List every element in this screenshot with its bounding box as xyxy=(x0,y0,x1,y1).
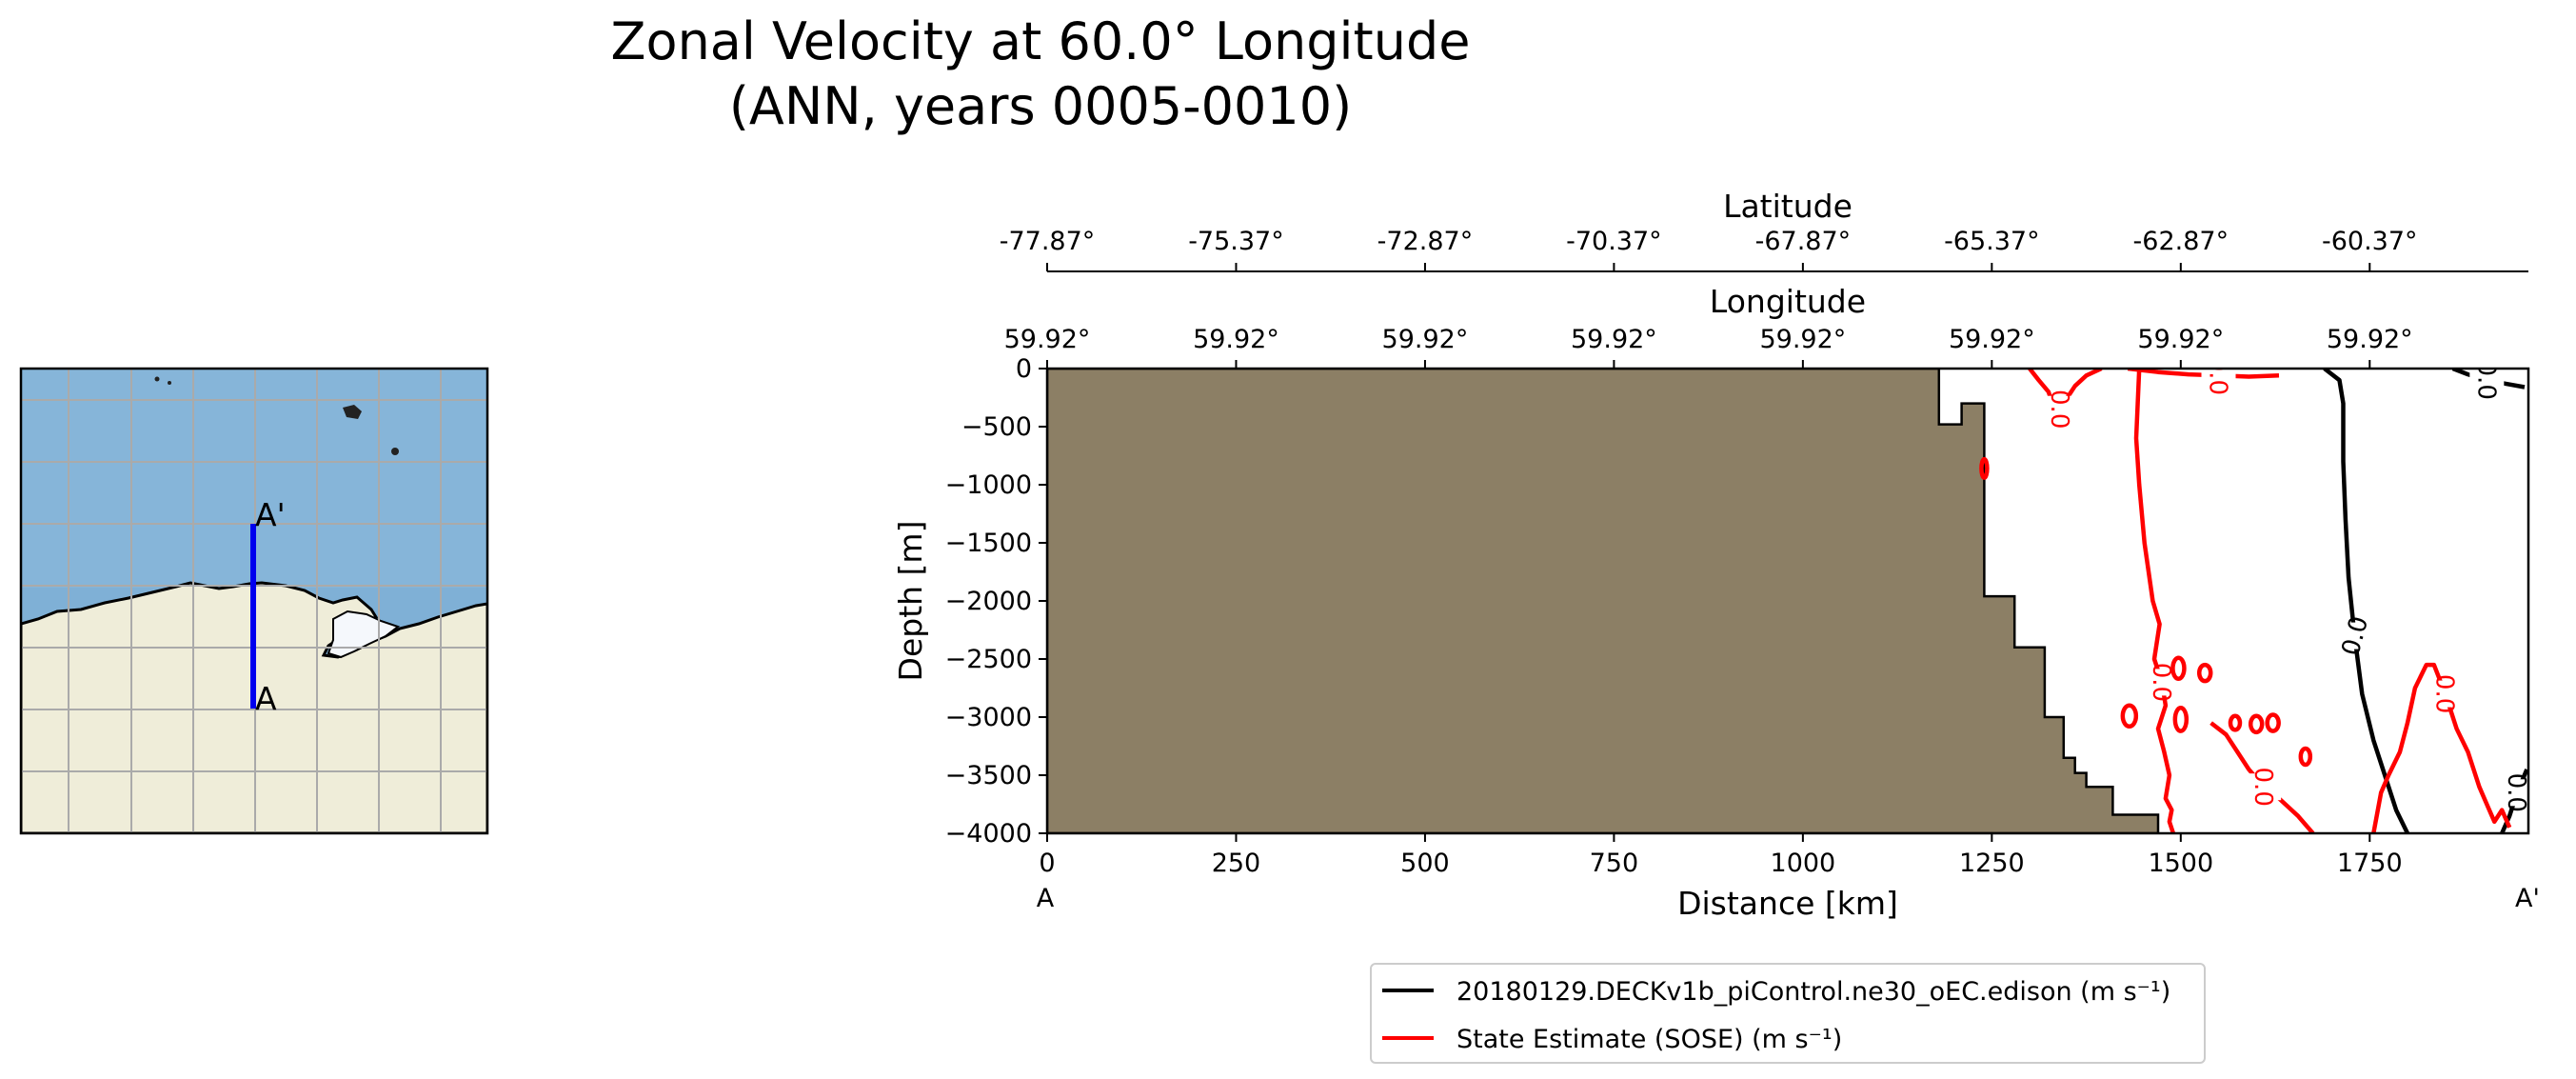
latitude-tick-label: -77.87° xyxy=(1000,227,1096,256)
contour-label-background xyxy=(2500,779,2528,807)
contour-closed-loop xyxy=(2196,662,2213,684)
x-tick-label: 0 xyxy=(1039,849,1055,878)
y-tick-label: 0 xyxy=(1016,354,1032,384)
map-island xyxy=(168,381,171,385)
latitude-tick-label: -72.87° xyxy=(1377,227,1474,256)
longitude-tick-label: 59.92° xyxy=(2327,325,2413,354)
contour-level-label: 0.0 xyxy=(2471,361,2500,400)
longitude-tick-label: 59.92° xyxy=(1004,325,1091,354)
y-tick-label: −3500 xyxy=(945,761,1032,790)
map-label-end: A' xyxy=(255,496,286,533)
map-island xyxy=(391,448,399,455)
section-plot: 0.00.00.00.00.00.00.00.0 0 250 500 750 1000 1… xyxy=(892,188,2540,922)
contour-closed-loop xyxy=(2265,712,2281,733)
contour-label-background xyxy=(2337,622,2372,649)
latitude-axis-label: Latitude xyxy=(1723,188,1853,225)
x-tick-label: 500 xyxy=(1400,849,1450,878)
contour-label-background xyxy=(2201,369,2236,390)
contour-closed-loop xyxy=(2248,713,2265,735)
x-tick-label: 1000 xyxy=(1771,849,1836,878)
longitude-tick-label: 59.92° xyxy=(1193,325,1279,354)
latitude-tick-label: -62.87° xyxy=(2133,227,2229,256)
latitude-tick-label: -70.37° xyxy=(1566,227,1662,256)
contour-level-label: 0.0 xyxy=(2045,390,2073,429)
longitude-tick-label: 59.92° xyxy=(1382,325,1469,354)
contour-closed-loop xyxy=(2170,655,2187,681)
longitude-axis-label: Longitude xyxy=(1710,283,1866,320)
map-frame xyxy=(19,367,489,835)
y-tick-label: −3000 xyxy=(945,703,1032,732)
contour-closed-loop xyxy=(1979,456,1990,480)
legend-entry-sose: State Estimate (SOSE) (m s⁻¹) xyxy=(1456,1025,1842,1054)
latitude-tick-label: -75.37° xyxy=(1188,227,1284,256)
y-tick-label: −2000 xyxy=(945,587,1032,616)
x-tick-label: 1500 xyxy=(2148,849,2213,878)
latitude-tick-label: -60.37° xyxy=(2322,227,2418,256)
y-tick-label: −1500 xyxy=(945,529,1032,558)
x-tick-label: 1750 xyxy=(2337,849,2403,878)
chart-title-line1: Zonal Velocity at 60.0° Longitude xyxy=(611,11,1471,71)
x-tick-label: 250 xyxy=(1212,849,1261,878)
chart-title-line2: (ANN, years 0005-0010) xyxy=(729,76,1352,136)
latitude-tick-label: -67.87° xyxy=(1755,227,1852,256)
contour-level-label: 0.0 xyxy=(2249,768,2277,807)
map-island xyxy=(154,376,160,382)
contour-label-background xyxy=(2247,773,2282,801)
section-start-label: A xyxy=(1037,884,1055,913)
map-label-start: A xyxy=(255,680,277,717)
y-tick-label: −1000 xyxy=(945,470,1032,500)
bathymetry-fill xyxy=(1047,369,2160,833)
legend-box xyxy=(1370,963,2206,1064)
legend-entry-model: 20180129.DECKv1b_piControl.ne30_oEC.edis… xyxy=(1456,977,2170,1007)
x-tick-label: 1250 xyxy=(1959,849,2025,878)
x-axis-label: Distance [km] xyxy=(1677,885,1898,922)
longitude-tick-label: 59.92° xyxy=(1759,325,1846,354)
contour-label-background xyxy=(2042,395,2077,423)
y-tick-label: −500 xyxy=(961,412,1032,442)
contour-label-background xyxy=(2427,680,2463,708)
contour-level-label: 0.0 xyxy=(2430,674,2459,713)
contour-level-label: 0.0 xyxy=(2204,356,2232,395)
longitude-axis: 59.92° 59.92° 59.92° 59.92° 59.92° 59.92° 59.9… xyxy=(1004,325,2413,369)
y-axis-label: Depth [m] xyxy=(892,521,929,682)
map-gridlines xyxy=(21,369,487,833)
x-axis: 0 250 500 750 1000 1250 1500 1750 xyxy=(1039,833,2403,878)
longitude-tick-label: 59.92° xyxy=(1571,325,1657,354)
y-tick-label: −2500 xyxy=(945,645,1032,674)
contour-closed-loop xyxy=(2228,713,2243,732)
x-tick-label: 750 xyxy=(1590,849,1639,878)
contour-closed-loop xyxy=(2172,705,2190,733)
contour-closed-loop xyxy=(2120,703,2139,729)
map-inset: A' A xyxy=(19,367,489,835)
contour-level-label: 0.0 xyxy=(2502,773,2530,812)
section-end-label: A' xyxy=(2515,884,2540,913)
y-axis: 0 −500 −1000 −1500 −2000 −2500 −3000 −3500 −4000 xyxy=(945,354,1047,849)
y-tick-label: −4000 xyxy=(945,819,1032,849)
contour-level-label: 0.0 xyxy=(2147,663,2175,702)
contour-line xyxy=(2371,662,2512,833)
map-ice-shelf xyxy=(327,609,401,659)
contour-closed-loop xyxy=(2298,746,2313,768)
map-island xyxy=(343,405,362,419)
contour-label-background xyxy=(2469,369,2505,394)
legend: 20180129.DECKv1b_piControl.ne30_oEC.edis… xyxy=(1370,963,2206,1064)
latitude-tick-label: -65.37° xyxy=(1944,227,2040,256)
longitude-tick-label: 59.92° xyxy=(1949,325,2035,354)
longitude-tick-label: 59.92° xyxy=(2137,325,2224,354)
latitude-axis: -77.87° -75.37° -72.87° -70.37° -67.87° -65.3… xyxy=(1000,227,2418,271)
